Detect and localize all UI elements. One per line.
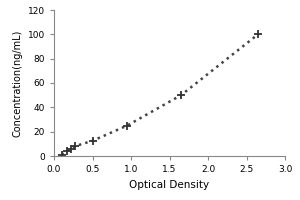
X-axis label: Optical Density: Optical Density bbox=[129, 180, 210, 190]
Y-axis label: Concentration(ng/mL): Concentration(ng/mL) bbox=[12, 29, 22, 137]
